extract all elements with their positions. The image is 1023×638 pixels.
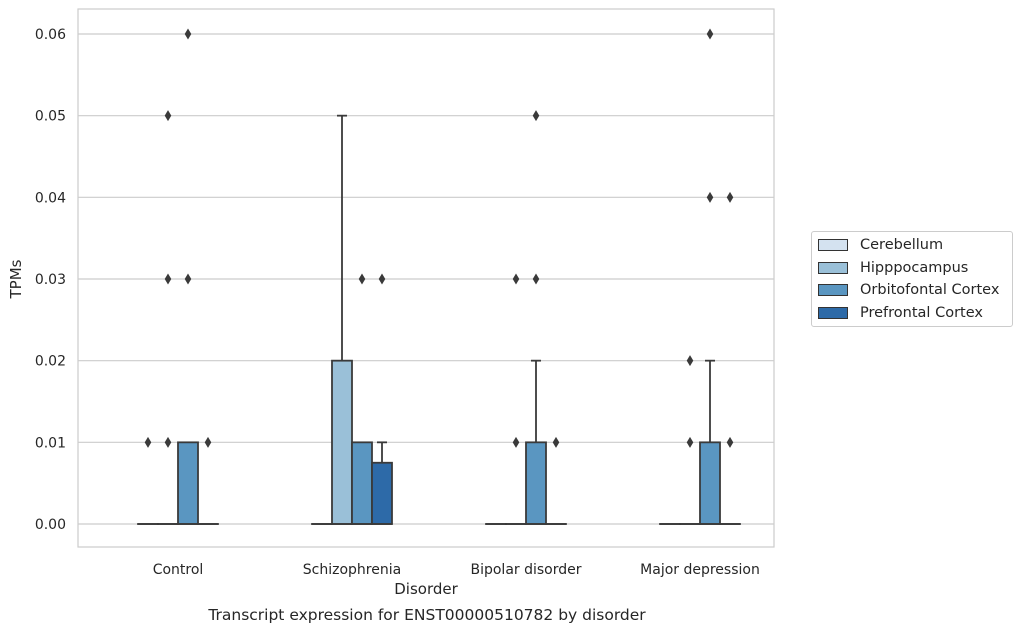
box-body xyxy=(178,442,198,524)
box-body xyxy=(352,442,372,524)
y-tick-label: 0.01 xyxy=(35,435,66,451)
y-tick-labels: 0.00 0.01 0.02 0.03 0.04 0.05 0.06 xyxy=(35,27,66,533)
box-body xyxy=(372,463,392,524)
x-tick-label: Control xyxy=(153,562,204,578)
y-tick-label: 0.00 xyxy=(35,517,66,533)
legend-item-hippocampus: Hipppocampus xyxy=(818,258,968,278)
legend: Cerebellum Hipppocampus Orbitofontal Cor… xyxy=(811,231,1013,327)
legend-swatch-prefrontal xyxy=(818,307,848,319)
x-tick-label: Schizophrenia xyxy=(303,562,401,578)
legend-item-orbitofrontal: Orbitofontal Cortex xyxy=(818,280,999,300)
legend-item-cerebellum: Cerebellum xyxy=(818,235,943,255)
chart-caption: Transcript expression for ENST0000051078… xyxy=(0,606,854,624)
legend-label-cerebellum: Cerebellum xyxy=(860,237,943,253)
legend-swatch-hippocampus xyxy=(818,262,848,274)
legend-label-prefrontal: Prefrontal Cortex xyxy=(860,305,983,321)
y-tick-label: 0.05 xyxy=(35,109,66,125)
legend-item-prefrontal: Prefrontal Cortex xyxy=(818,303,983,323)
legend-swatch-orbitofrontal xyxy=(818,284,848,296)
x-tick-labels: Control Schizophrenia Bipolar disorder Majo… xyxy=(153,562,760,578)
x-tick-label: Bipolar disorder xyxy=(470,562,581,578)
y-tick-label: 0.03 xyxy=(35,272,66,288)
box-body xyxy=(700,442,720,524)
box-body xyxy=(332,361,352,524)
y-tick-label: 0.04 xyxy=(35,190,66,206)
legend-label-orbitofrontal: Orbitofontal Cortex xyxy=(860,282,999,298)
y-axis-label: TPMs xyxy=(7,259,25,299)
legend-label-hippocampus: Hipppocampus xyxy=(860,260,968,276)
y-tick-label: 0.06 xyxy=(35,27,66,43)
x-axis-label: Disorder xyxy=(394,580,458,598)
legend-swatch-cerebellum xyxy=(818,239,848,251)
y-tick-label: 0.02 xyxy=(35,354,66,370)
x-tick-label: Major depression xyxy=(640,562,760,578)
box-body xyxy=(526,442,546,524)
